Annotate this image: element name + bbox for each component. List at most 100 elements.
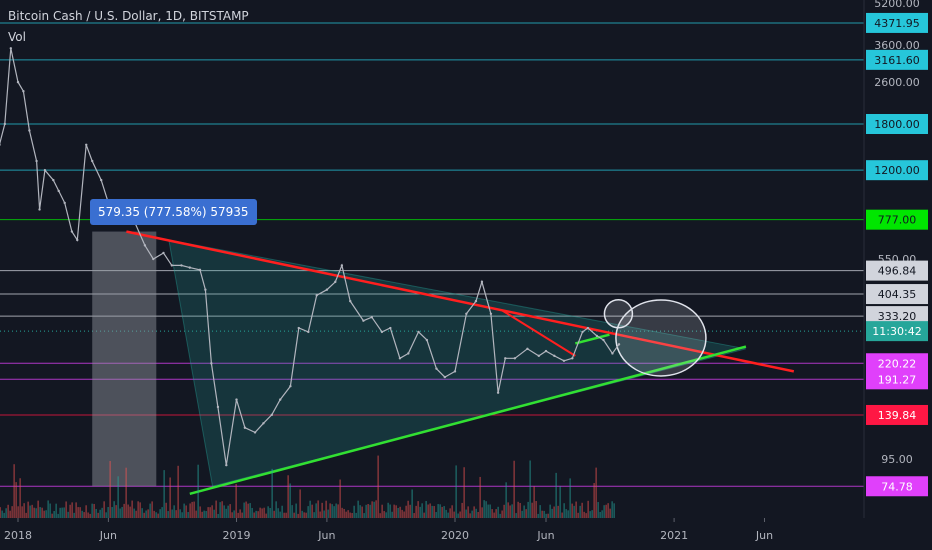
price-level-label: 404.35 <box>878 288 917 301</box>
price-level-label: 139.84 <box>878 409 917 422</box>
volume-bar <box>185 505 187 518</box>
volume-bar <box>11 506 13 518</box>
volume-bar <box>427 504 429 518</box>
measure-range-box[interactable] <box>92 231 157 487</box>
volume-bar <box>177 465 179 518</box>
volume-bar <box>311 504 313 518</box>
price-point <box>243 426 247 429</box>
volume-bar <box>187 512 189 518</box>
inner-descending-trendline[interactable] <box>501 309 576 357</box>
volume-bar <box>35 508 37 518</box>
volume-bar <box>527 501 529 518</box>
volume-bar <box>551 508 553 518</box>
volume-bar <box>577 512 579 518</box>
volume-bar <box>253 512 255 518</box>
volume-bar <box>585 513 587 518</box>
volume-bar <box>391 511 393 518</box>
price-point <box>63 201 66 205</box>
volume-bar <box>91 503 93 518</box>
volume-bar <box>539 505 541 518</box>
volume-bar <box>87 512 89 518</box>
volume-bar <box>217 513 219 518</box>
volume-bar <box>589 511 591 518</box>
volume-bar <box>151 501 153 518</box>
volume-bar <box>363 513 365 518</box>
inner-ascending-trendline[interactable] <box>575 333 610 345</box>
price-point <box>22 90 25 93</box>
price-point <box>235 398 238 401</box>
volume-bar <box>275 501 277 518</box>
price-point <box>180 264 183 267</box>
volume-bar <box>407 500 409 518</box>
volume-bar <box>421 503 423 518</box>
volume-bar <box>387 502 389 518</box>
price-line[interactable] <box>0 48 620 466</box>
volume-bar <box>501 510 503 518</box>
price-level-label: 220.22 <box>878 357 917 370</box>
volume-bar <box>583 511 585 518</box>
price-point <box>204 288 207 291</box>
time-axis-tick-label: 2020 <box>441 529 469 542</box>
volume-bar <box>445 509 447 518</box>
volume-bar <box>447 512 449 518</box>
volume-bar <box>147 509 149 518</box>
volume-bar <box>315 503 317 518</box>
volume-bar <box>245 501 247 518</box>
volume-bar <box>519 502 521 518</box>
volume-bar <box>121 506 123 518</box>
volume-bar <box>71 502 73 518</box>
volume-bar <box>137 501 139 518</box>
volume-bar <box>231 512 233 518</box>
price-point <box>370 315 373 319</box>
volume-bar <box>491 509 493 518</box>
volume-bar <box>295 503 297 518</box>
time-axis-tick-label: 2021 <box>660 529 688 542</box>
volume-bar <box>455 465 457 518</box>
volume-bar <box>157 513 159 518</box>
volume-bar <box>609 508 611 518</box>
volume-bar <box>495 509 497 518</box>
volume-bar <box>189 503 191 518</box>
volume-bar <box>51 513 53 518</box>
volume-bar <box>511 504 513 518</box>
descending-trendline[interactable] <box>126 230 795 373</box>
volume-bar <box>57 513 59 518</box>
price-point <box>76 238 79 242</box>
volume-bar <box>353 505 355 518</box>
volume-bar <box>365 504 367 518</box>
volume-bar <box>221 501 223 518</box>
volume-bar <box>543 510 545 518</box>
volume-bar <box>33 507 35 518</box>
price-point <box>262 422 265 425</box>
volume-bar <box>201 511 203 518</box>
time-axis-tick-label: 2019 <box>223 529 251 542</box>
volume-bar <box>9 510 11 518</box>
volume-bar <box>323 510 325 518</box>
volume-bar <box>367 504 369 518</box>
volume-bar <box>89 513 91 518</box>
price-point <box>417 330 420 334</box>
volume-bar <box>559 486 561 518</box>
volume-bar <box>225 508 227 518</box>
ascending-trendline[interactable] <box>189 345 747 495</box>
volume-bar <box>293 512 295 518</box>
price-level-label: 191.27 <box>878 373 917 386</box>
price-point <box>38 208 41 211</box>
price-point <box>210 362 213 365</box>
volume-bar <box>127 504 129 518</box>
price-point <box>198 268 202 272</box>
volume-bar <box>287 475 289 518</box>
breakout-highlight-ellipse[interactable] <box>603 299 634 329</box>
volume-bar <box>417 501 419 518</box>
price-point <box>315 294 318 297</box>
volume-bar <box>237 512 239 518</box>
volume-bar <box>405 505 407 518</box>
price-level-tag <box>866 353 928 374</box>
apex-highlight-ellipse[interactable] <box>615 299 707 377</box>
volume-bar <box>203 510 205 518</box>
volume-bar <box>477 512 479 518</box>
price-point <box>325 288 329 291</box>
volume-bar <box>369 504 371 518</box>
volume-bar <box>591 510 593 518</box>
